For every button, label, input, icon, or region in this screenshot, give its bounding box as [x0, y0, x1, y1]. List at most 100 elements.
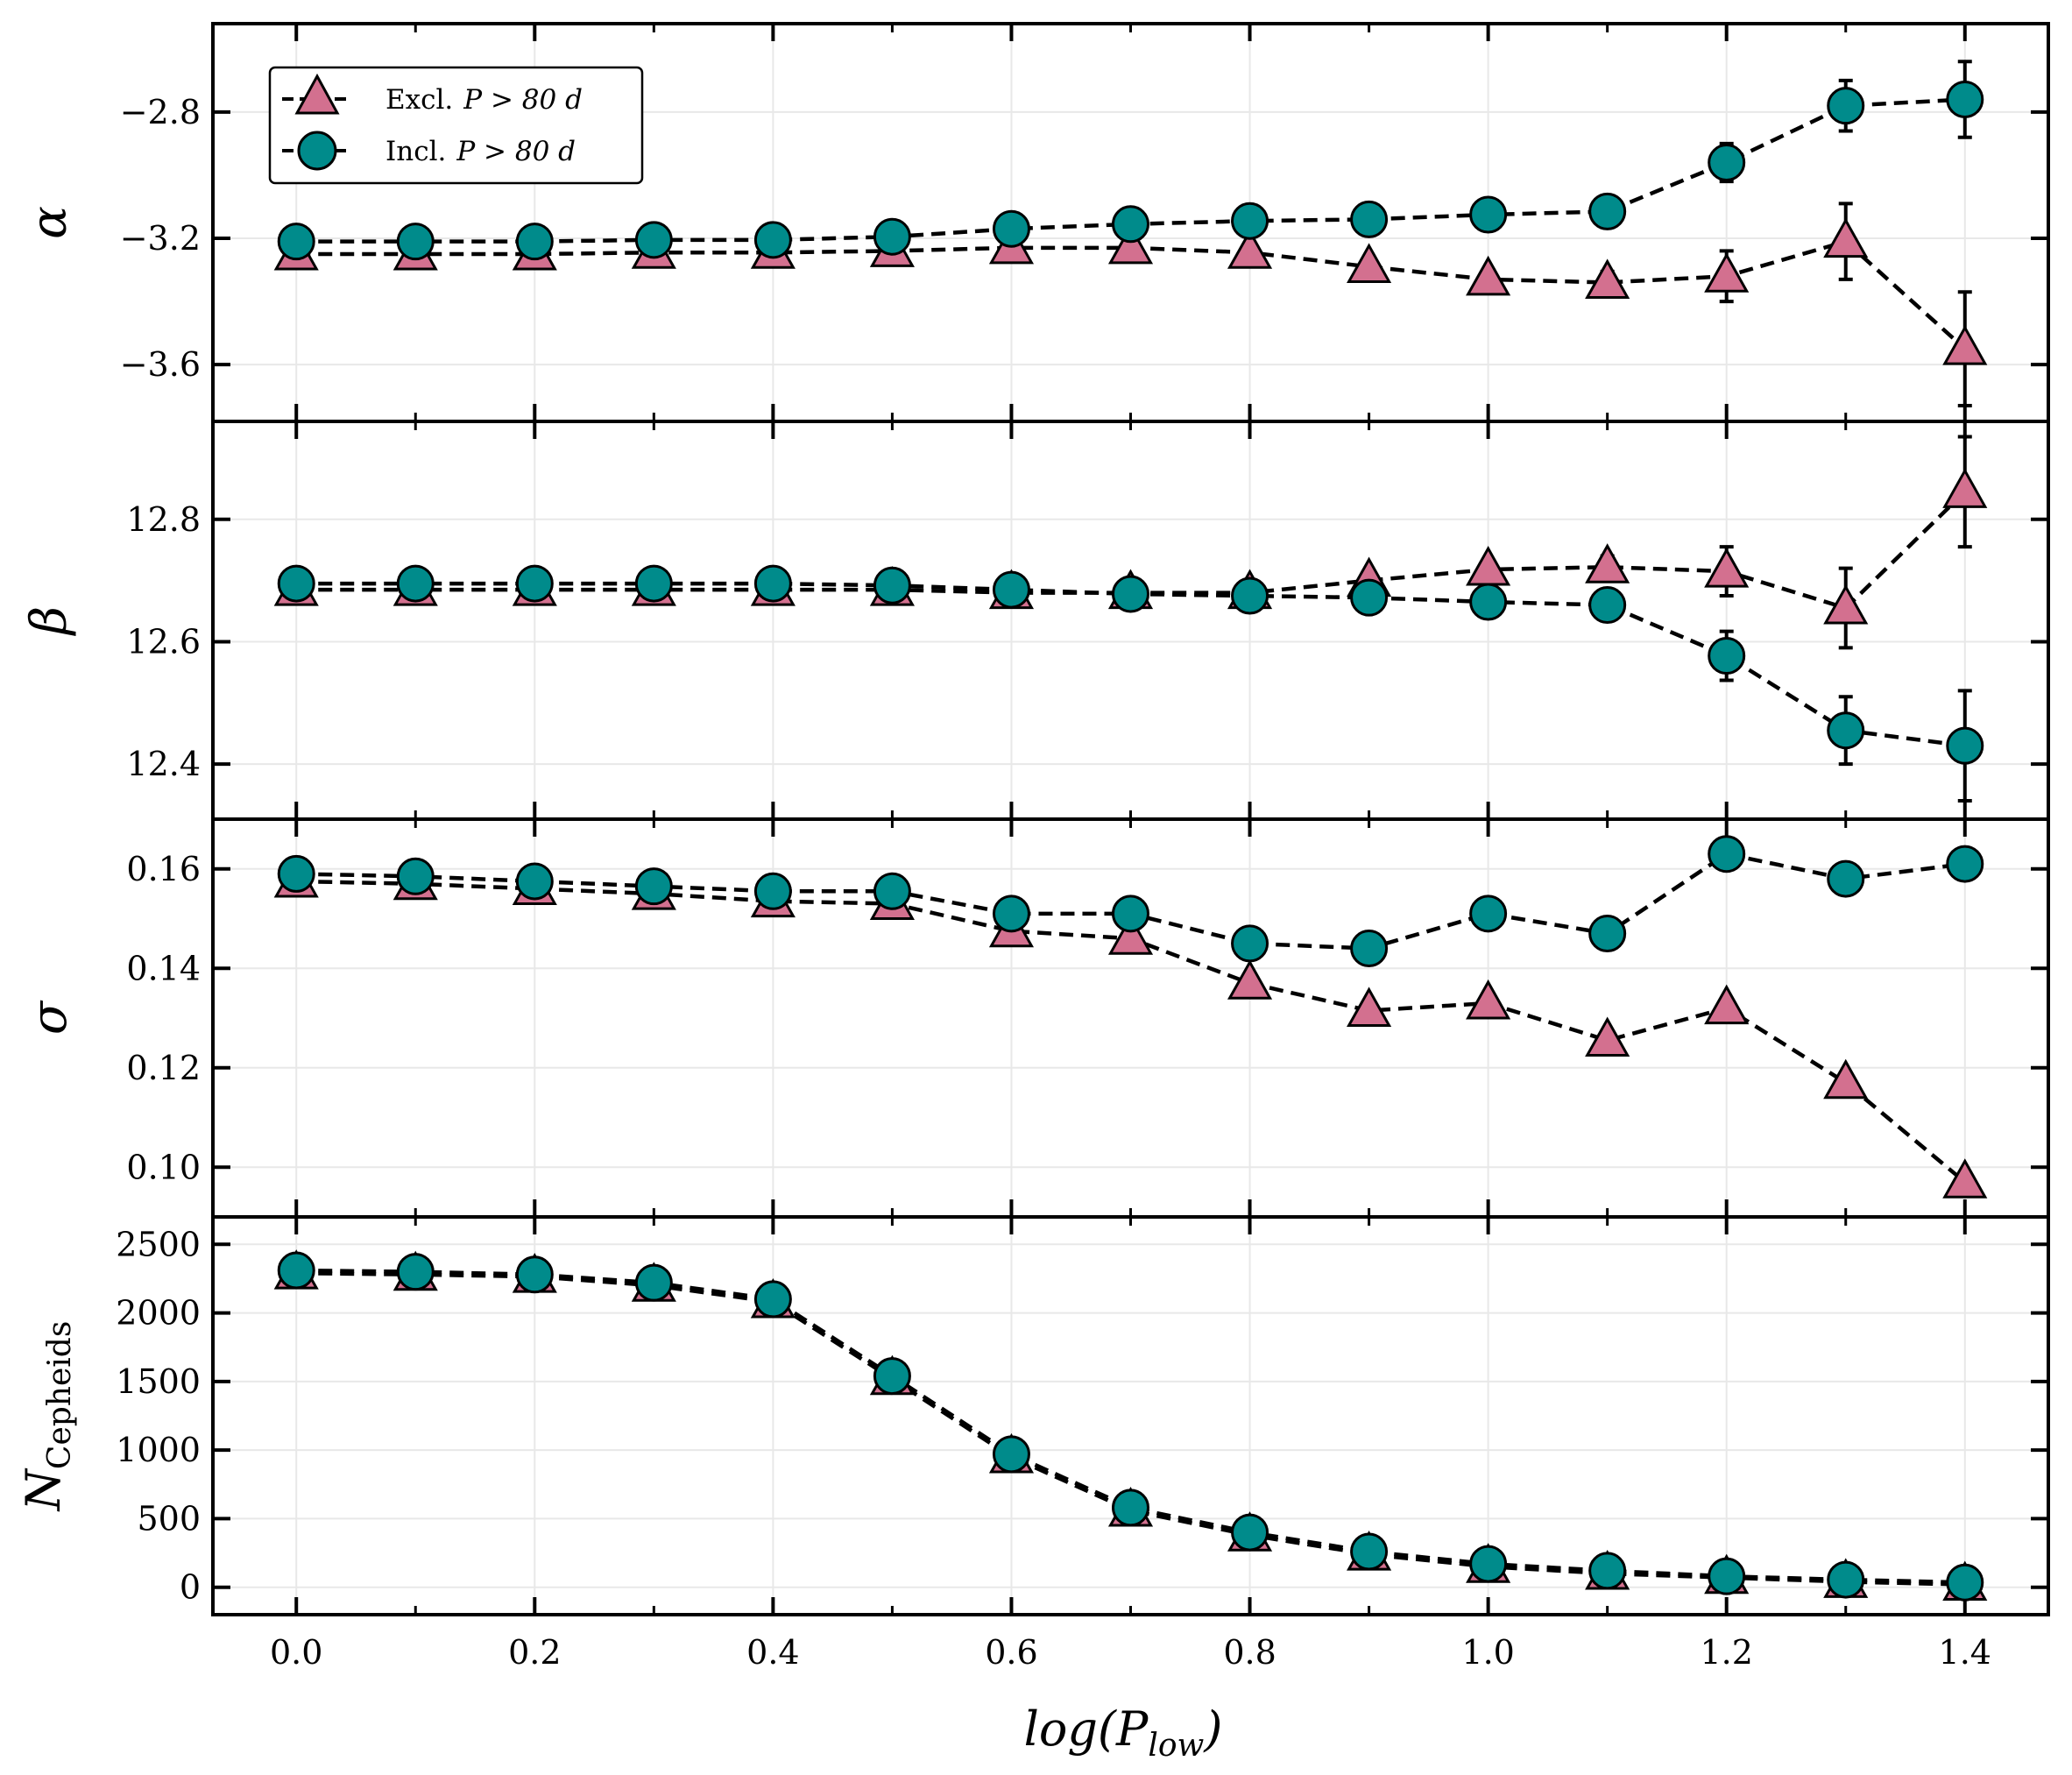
x-axis-label-sub: low [1148, 1728, 1204, 1764]
data-point-incl-alpha [1946, 80, 1984, 118]
data-point-incl-sigma [1708, 835, 1746, 873]
data-point-incl-ncepheids [753, 1280, 792, 1319]
data-point-incl-alpha [1708, 144, 1746, 182]
legend-excl-marker [294, 73, 340, 115]
x-tick-label: 1.4 [1939, 1633, 1991, 1672]
panel-frame-sigma [211, 817, 2050, 1219]
y-tick-label-beta: 12.6 [126, 622, 201, 661]
data-point-incl-alpha [634, 221, 673, 259]
y-tick-label-alpha: −3.6 [120, 345, 201, 384]
data-point-incl-sigma [634, 867, 673, 906]
data-point-excl-sigma [1347, 987, 1392, 1027]
data-point-incl-sigma [1231, 924, 1269, 963]
data-point-incl-alpha [753, 221, 792, 259]
data-point-incl-alpha [396, 223, 435, 261]
data-point-incl-alpha [1469, 195, 1508, 234]
data-point-excl-sigma [1704, 984, 1750, 1025]
data-point-excl-alpha [1466, 255, 1511, 296]
data-point-excl-alpha [1227, 229, 1273, 269]
x-tick-label: 1.0 [1461, 1633, 1514, 1672]
data-point-incl-ncepheids [1469, 1545, 1508, 1583]
data-point-incl-ncepheids [1350, 1532, 1389, 1571]
data-point-incl-beta [1588, 586, 1627, 625]
y-tick-label-ncepheids: 1500 [116, 1362, 201, 1401]
data-point-incl-beta [1827, 711, 1865, 750]
panel-ncepheids: 2500 2000 1500 1000 500 0 NCepheids [16, 1215, 2050, 1616]
data-point-excl-alpha [1942, 325, 1988, 365]
data-point-incl-sigma [515, 862, 554, 901]
legend-box [268, 66, 644, 185]
data-point-incl-sigma [1588, 915, 1627, 953]
data-point-incl-sigma [1112, 895, 1149, 933]
data-point-excl-beta [1466, 545, 1511, 586]
data-point-incl-beta [753, 564, 792, 603]
panels-layer: −2.8−3.2−3.6α12.812.612.4β0.160.140.120.… [16, 22, 2050, 1672]
data-point-incl-ncepheids [277, 1251, 315, 1290]
data-point-incl-alpha [515, 223, 554, 261]
x-axis-label-base: log(P [1024, 1701, 1149, 1757]
y-tick-label-alpha: −3.2 [120, 219, 201, 258]
legend-incl-math: P > 80 d [456, 136, 576, 167]
data-point-incl-ncepheids [1112, 1489, 1149, 1527]
data-point-excl-sigma [1942, 1158, 1988, 1199]
data-point-incl-ncepheids [396, 1253, 435, 1291]
data-point-excl-alpha [1704, 252, 1750, 293]
y-tick-label-sigma: 0.12 [126, 1049, 201, 1087]
data-point-incl-sigma [277, 854, 315, 893]
data-point-incl-alpha [1231, 202, 1269, 240]
data-point-excl-alpha [1585, 258, 1630, 299]
data-point-incl-sigma [1350, 930, 1389, 968]
data-point-incl-beta [992, 570, 1030, 609]
data-point-incl-beta [396, 564, 435, 603]
y-axis-label-beta: β [21, 606, 78, 636]
data-point-excl-sigma [1585, 1016, 1630, 1057]
y-axis-label-sub: Cepheids [42, 1321, 78, 1469]
y-tick-label-beta: 12.8 [126, 500, 201, 539]
x-tick-label: 1.2 [1700, 1633, 1752, 1672]
panel-beta: 12.8 12.6 12.4 β [21, 420, 2050, 821]
panel-alpha: −2.8 −3.2 −3.6 α [21, 22, 2050, 423]
data-point-incl-beta [1231, 576, 1269, 615]
legend-incl-marker [297, 131, 337, 171]
legend-excl-prefix: Excl. [385, 84, 453, 116]
x-tick-label: 0.0 [270, 1633, 322, 1672]
x-tick-label: 0.8 [1223, 1633, 1276, 1672]
data-point-incl-alpha [277, 223, 315, 261]
data-point-incl-ncepheids [1588, 1552, 1627, 1590]
data-point-incl-ncepheids [1946, 1563, 1984, 1602]
data-point-incl-sigma [753, 872, 792, 910]
data-point-incl-ncepheids [1231, 1513, 1269, 1552]
legend: Excl. P > 80 d Incl. P > 80 d [268, 66, 644, 185]
x-tick-label: 0.2 [508, 1633, 561, 1672]
y-axis-label-base: N [16, 1467, 71, 1512]
y-tick-label-sigma: 0.10 [126, 1148, 201, 1186]
data-point-incl-beta [1112, 575, 1149, 613]
y-tick-label-beta: 12.4 [126, 745, 201, 783]
data-point-incl-beta [634, 564, 673, 603]
data-point-incl-alpha [1827, 87, 1865, 125]
data-point-excl-sigma [1823, 1058, 1869, 1100]
series-line-incl-ncepheids [296, 1268, 1965, 1585]
panel-frame-beta [211, 420, 2050, 821]
data-point-incl-sigma [873, 872, 911, 910]
y-tick-label-ncepheids: 500 [137, 1499, 201, 1538]
y-tick-label-alpha: −2.8 [120, 93, 201, 131]
data-point-incl-ncepheids [992, 1435, 1030, 1474]
data-point-incl-beta [515, 564, 554, 603]
series-line-excl-ncepheids [296, 1270, 1965, 1587]
data-point-incl-alpha [1112, 205, 1149, 244]
data-point-incl-beta [1946, 726, 1984, 765]
data-point-incl-beta [873, 566, 911, 605]
data-point-excl-alpha [1107, 223, 1154, 265]
panel-frame-ncepheids [211, 1215, 2050, 1616]
y-tick-label-ncepheids: 2000 [116, 1294, 201, 1333]
y-axis-label-sigma: σ [21, 1000, 78, 1035]
data-point-incl-ncepheids [1827, 1560, 1865, 1599]
data-point-incl-alpha [1350, 200, 1389, 238]
data-point-incl-beta [277, 564, 315, 603]
data-point-incl-ncepheids [1708, 1557, 1746, 1595]
y-axis-label-ncepheids: NCepheids [16, 1321, 78, 1513]
data-point-excl-beta [1585, 543, 1630, 583]
x-tick-label: 0.4 [746, 1633, 799, 1672]
data-point-incl-alpha [873, 217, 911, 256]
